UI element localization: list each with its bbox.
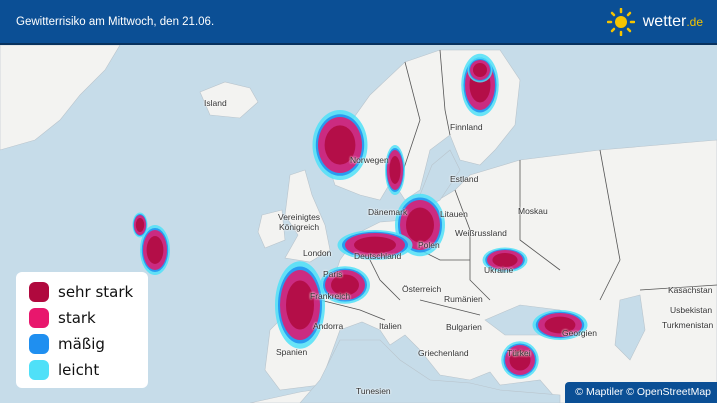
label-moskau: Moskau [518, 206, 548, 216]
legend-item-stark: stark [29, 305, 148, 331]
label-bulgarien: Bulgarien [446, 322, 482, 332]
borders [319, 49, 717, 321]
legend-item-sehr-stark: sehr stark [29, 279, 148, 305]
legend-swatch [29, 308, 49, 328]
label-georgien: Georgien [562, 328, 597, 338]
page-title: Gewitterrisiko am Mittwoch, den 21.06. [16, 16, 214, 28]
label-turkmenistan: Turkmenistan [662, 320, 714, 330]
caspian-sea [614, 294, 646, 361]
label-polen: Polen [418, 240, 440, 250]
legend-label: leicht [58, 361, 100, 379]
label-uk: Vereinigtes Königreich [278, 212, 320, 232]
storm-area [135, 218, 145, 232]
storm-area [544, 316, 576, 334]
legend: sehr stark stark mäßig leicht [16, 272, 148, 388]
storm-area [509, 349, 531, 371]
label-litauen: Litauen [440, 209, 468, 219]
storm-area [492, 253, 518, 267]
brand-tld: .de [686, 14, 703, 29]
title-main: Gewitterrisiko am Mittwoch [16, 15, 154, 28]
legend-item-leicht: leicht [29, 357, 148, 383]
legend-item-maessig: mäßig [29, 331, 148, 357]
legend-swatch [29, 334, 49, 354]
label-andorra: Andorra [313, 321, 344, 331]
label-rumaenien: Rumänien [444, 294, 483, 304]
legend-swatch [29, 360, 49, 380]
label-uk-1: Vereinigtes [278, 212, 321, 222]
label-ukraine: Ukraine [484, 265, 514, 275]
brand-name: wetter [642, 12, 687, 30]
storm-area [146, 236, 164, 264]
label-deutschland: Deutschland [354, 251, 402, 261]
brand-logo[interactable]: wetter.de [606, 7, 703, 36]
label-finnland: Finnland [450, 122, 483, 132]
uk [284, 169, 331, 263]
sun-icon [606, 7, 635, 36]
legend-label: mäßig [58, 335, 105, 353]
label-uk-2: Königreich [278, 222, 320, 232]
label-tunesien: Tunesien [356, 386, 391, 396]
ireland [257, 209, 286, 249]
greenland [0, 45, 121, 151]
legend-label: sehr stark [58, 283, 134, 301]
header: Gewitterrisiko am Mittwoch, den 21.06. w… [0, 0, 717, 45]
legend-label: stark [58, 309, 96, 327]
label-frankreich: Frankreich [310, 291, 351, 301]
storm-area [354, 236, 396, 254]
map-canvas[interactable] [0, 45, 717, 403]
storm-area [406, 207, 434, 243]
label-london: London [303, 248, 332, 258]
label-weissrussland: Weißrussland [455, 228, 507, 238]
iceland [199, 81, 259, 119]
label-kasachstan: Kasachstan [668, 285, 713, 295]
storm-area [389, 156, 401, 184]
label-oesterreich: Österreich [402, 284, 442, 294]
label-island: Island [204, 98, 227, 108]
title-date: , den 21.06. [153, 15, 215, 28]
label-daenemark: Dänemark [368, 207, 408, 217]
label-griechenland: Griechenland [418, 348, 469, 358]
label-usbekistan: Usbekistan [670, 305, 713, 315]
land [0, 45, 717, 403]
label-paris: Paris [323, 269, 343, 279]
storm-area [473, 63, 487, 77]
label-estland: Estland [450, 174, 479, 184]
attribution[interactable]: © Maptiler © OpenStreetMap [565, 382, 717, 403]
storm-area [331, 274, 359, 296]
mediterranean [299, 339, 561, 403]
label-spanien: Spanien [276, 347, 308, 357]
storm-area [286, 280, 314, 330]
storm-risk-overlay [132, 53, 588, 379]
label-italien: Italien [379, 321, 402, 331]
legend-swatch [29, 282, 49, 302]
storm-area [324, 125, 356, 165]
label-tuerkei: Türkei [507, 348, 531, 358]
mainland [264, 139, 717, 403]
label-norwegen: Norwegen [350, 155, 389, 165]
